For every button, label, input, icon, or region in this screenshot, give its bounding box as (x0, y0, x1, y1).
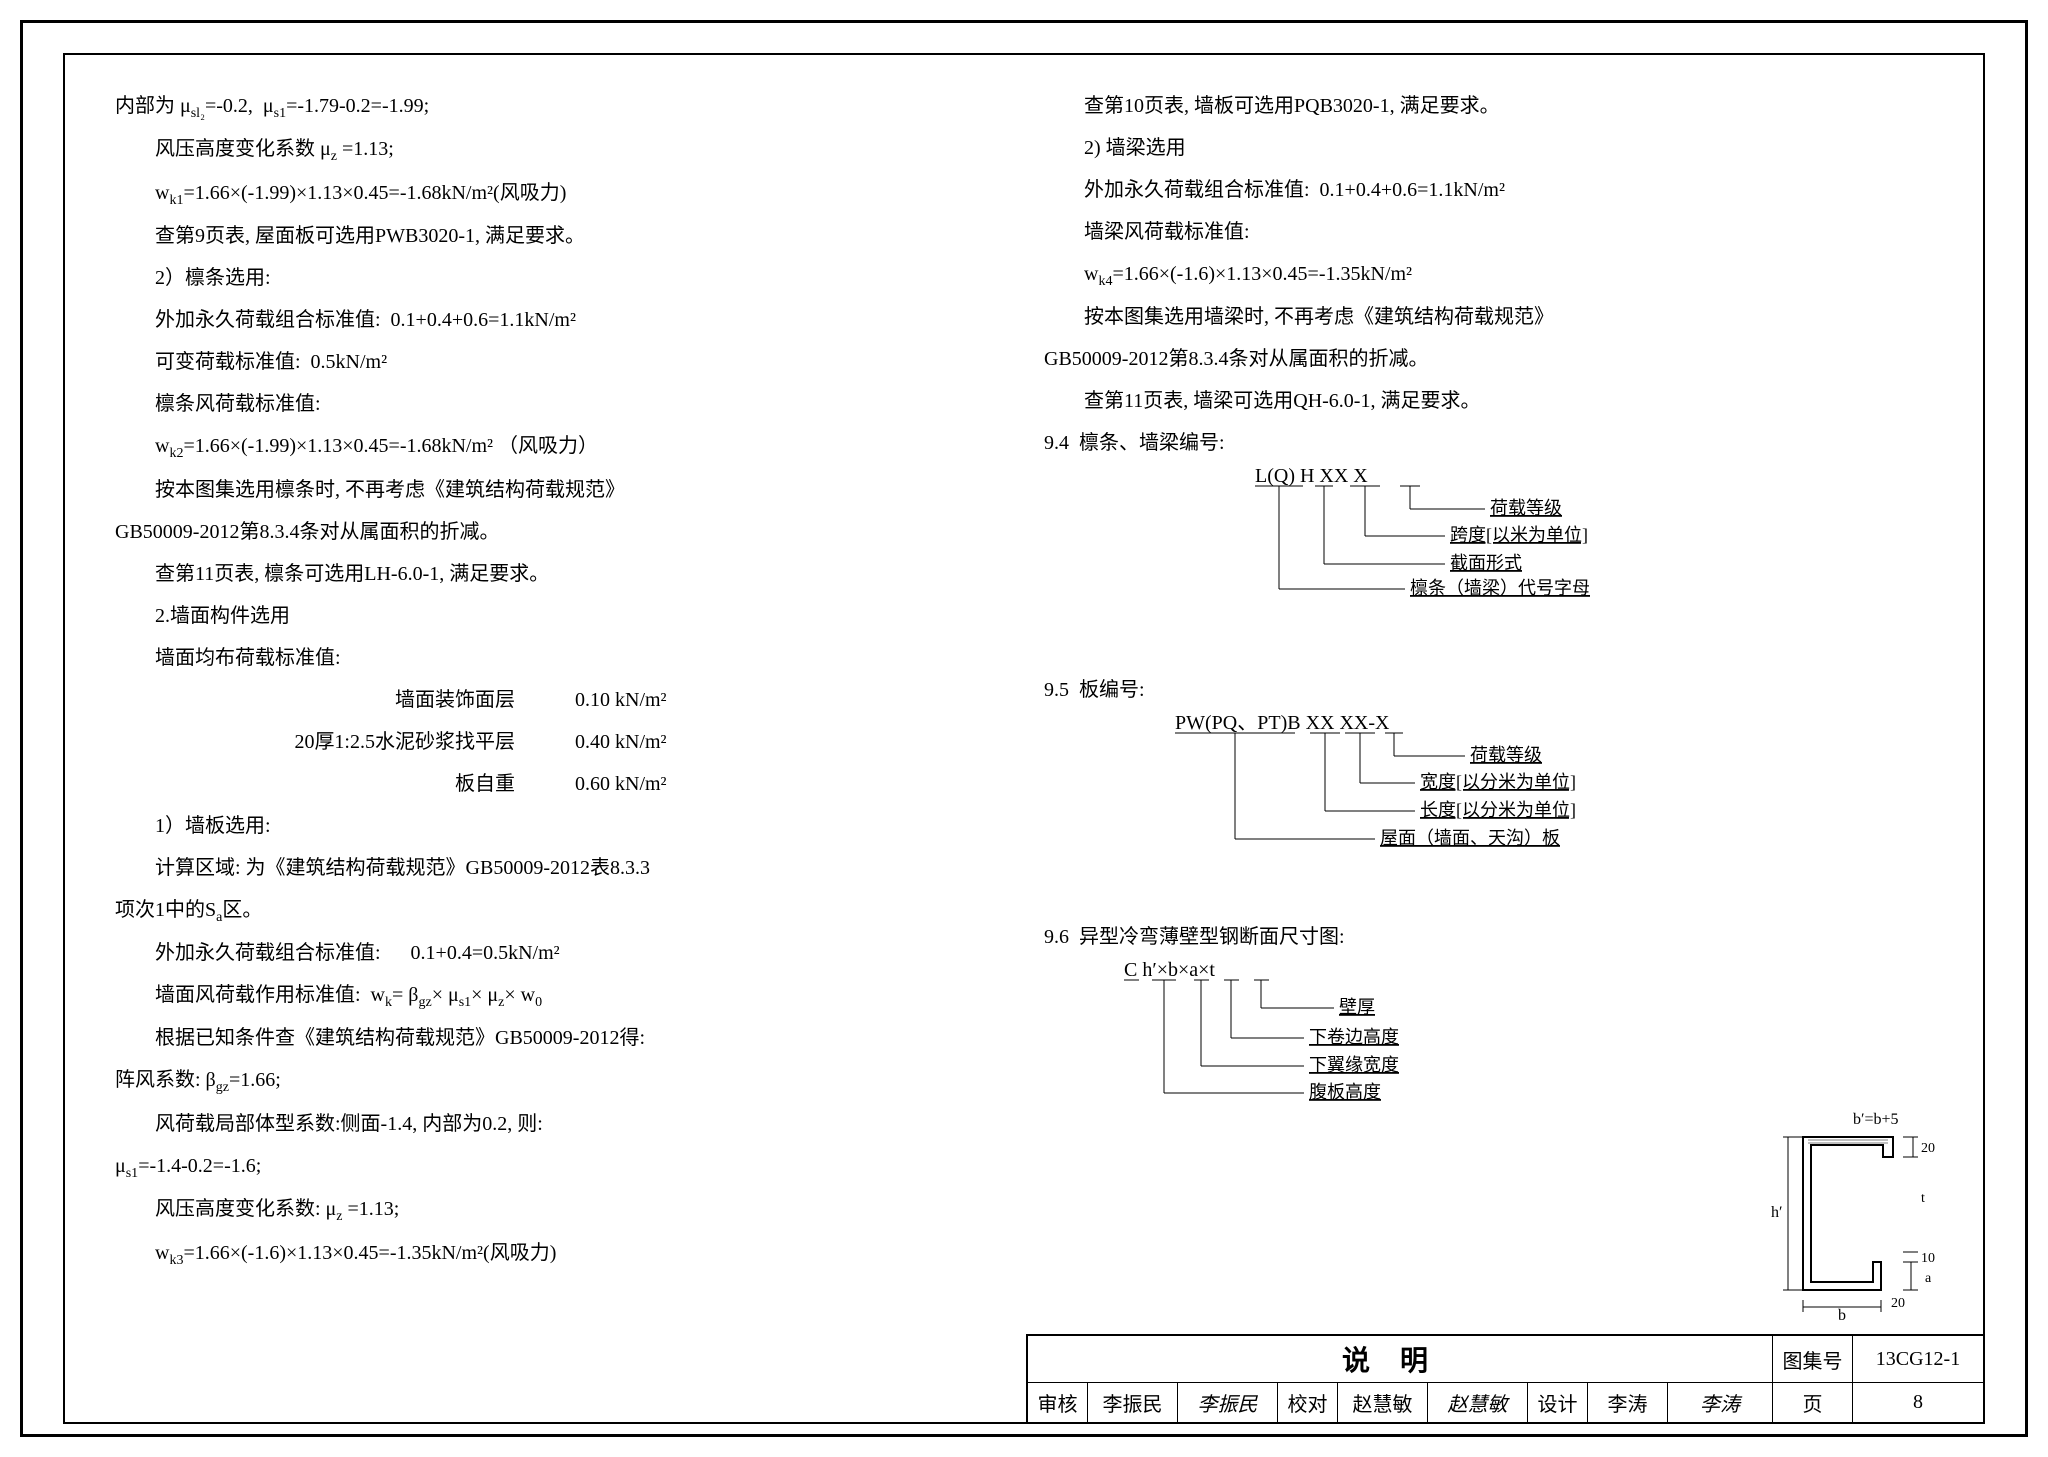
svg-text:壁厚: 壁厚 (1339, 997, 1375, 1017)
title-block: 说明 图集号 13CG12-1 审核 李振民 李振民 校对 赵慧敏 赵慧敏 设计… (1026, 1334, 1983, 1422)
svg-text:t: t (1921, 1191, 1925, 1206)
text-line: GB50009-2012第8.3.4条对从属面积的折减。 (1044, 338, 1933, 380)
text-line: 墙面均布荷载标准值: (115, 637, 1004, 679)
text-line: 按本图集选用墙梁时, 不再考虑《建筑结构荷载规范》 (1044, 296, 1933, 338)
cross-section-diagram: b′=b+5 20 t h′ 10 20 a b (1743, 1112, 1943, 1322)
text-line: 计算区域: 为《建筑结构荷载规范》GB50009-2012表8.3.3 (115, 847, 1004, 889)
columns: 内部为 μsl₂=-0.2, μs1=-1.79-0.2=-1.99; 风压高度… (95, 85, 1953, 1342)
check-label: 校对 (1278, 1383, 1338, 1422)
text-line: wk2=1.66×(-1.99)×1.13×0.45=-1.68kN/m² （风… (115, 425, 1004, 468)
section-9-4: 9.4 檩条、墙梁编号: L(Q) H XX X 荷载等级 跨度[以米为单位] … (1044, 422, 1933, 661)
svg-text:截面形式: 截面形式 (1450, 553, 1522, 573)
svg-text:荷载等级: 荷载等级 (1470, 745, 1542, 765)
svg-text:h′: h′ (1771, 1204, 1783, 1221)
diagram-label: 荷载等级 (1490, 498, 1562, 518)
numbering-diagram-94: L(Q) H XX X 荷载等级 跨度[以米为单位] 截面形式 檩条（墙梁）代号… (1255, 464, 1675, 604)
load-table-row: 墙面装饰面层0.10 kN/m² (115, 679, 1004, 721)
svg-text:b′=b+5: b′=b+5 (1853, 1112, 1899, 1128)
load-table-row: 20厚1:2.5水泥砂浆找平层0.40 kN/m² (115, 721, 1004, 763)
text-line: 外加永久荷载组合标准值: 0.1+0.4+0.6=1.1kN/m² (115, 299, 1004, 341)
svg-text:腹板高度: 腹板高度 (1309, 1082, 1381, 1102)
review-label: 审核 (1028, 1383, 1088, 1422)
text-line: 风压高度变化系数 μz =1.13; (115, 128, 1004, 171)
drawing-title: 说明 (1028, 1336, 1773, 1382)
svg-text:宽度[以分米为单位]: 宽度[以分米为单位] (1420, 772, 1576, 792)
svg-text:檩条（墙梁）代号字母: 檩条（墙梁）代号字母 (1410, 578, 1590, 598)
text-line: wk3=1.66×(-1.6)×1.13×0.45=-1.35kN/m²(风吸力… (115, 1232, 1004, 1275)
svg-text:下翼缘宽度: 下翼缘宽度 (1309, 1055, 1399, 1075)
check-signature: 赵慧敏 (1428, 1383, 1528, 1422)
text-line: 风压高度变化系数: μz =1.13; (115, 1188, 1004, 1231)
svg-text:PW(PQ、PT)B XX XX-X: PW(PQ、PT)B XX XX-X (1175, 712, 1390, 734)
page-number: 8 (1853, 1383, 1983, 1422)
svg-text:20: 20 (1921, 1141, 1935, 1156)
text-line: 按本图集选用檩条时, 不再考虑《建筑结构荷载规范》 (115, 469, 1004, 511)
svg-text:屋面（墙面、天沟）板: 屋面（墙面、天沟）板 (1380, 828, 1560, 848)
text-line: 2.墙面构件选用 (115, 595, 1004, 637)
text-line: 2) 墙梁选用 (1044, 127, 1933, 169)
check-name: 赵慧敏 (1338, 1383, 1428, 1422)
numbering-diagram-95: PW(PQ、PT)B XX XX-X 荷载等级 宽度[以分米为单位] 长度[以分… (1175, 711, 1675, 851)
left-column: 内部为 μsl₂=-0.2, μs1=-1.79-0.2=-1.99; 风压高度… (95, 85, 1024, 1342)
text-line: 可变荷载标准值: 0.5kN/m² (115, 341, 1004, 383)
svg-text:20: 20 (1891, 1296, 1905, 1311)
svg-text:下卷边高度: 下卷边高度 (1309, 1027, 1399, 1047)
text-line: 风荷载局部体型系数:侧面-1.4, 内部为0.2, 则: (115, 1103, 1004, 1145)
review-name: 李振民 (1088, 1383, 1178, 1422)
load-table-row: 板自重0.60 kN/m² (115, 763, 1004, 805)
atlas-value: 13CG12-1 (1853, 1336, 1983, 1382)
text-line: wk1=1.66×(-1.99)×1.13×0.45=-1.68kN/m²(风吸… (115, 172, 1004, 215)
text-line: 内部为 μsl₂=-0.2, μs1=-1.79-0.2=-1.99; (115, 85, 1004, 128)
numbering-diagram-96: C h′×b×a×t 壁厚 下卷边高度 下翼缘宽度 腹板高度 (1124, 958, 1544, 1108)
text-line: 外加永久荷载组合标准值: 0.1+0.4=0.5kN/m² (115, 932, 1004, 974)
svg-text:长度[以分米为单位]: 长度[以分米为单位] (1420, 800, 1576, 820)
text-line: GB50009-2012第8.3.4条对从属面积的折减。 (115, 511, 1004, 553)
design-signature: 李涛 (1668, 1383, 1773, 1422)
design-name: 李涛 (1588, 1383, 1668, 1422)
inner-frame: 内部为 μsl₂=-0.2, μs1=-1.79-0.2=-1.99; 风压高度… (63, 53, 1985, 1424)
atlas-label: 图集号 (1773, 1336, 1853, 1382)
svg-text:跨度[以米为单位]: 跨度[以米为单位] (1450, 525, 1588, 545)
review-signature: 李振民 (1178, 1383, 1278, 1422)
text-line: 1）墙板选用: (115, 805, 1004, 847)
svg-text:10: 10 (1921, 1251, 1935, 1266)
svg-text:a: a (1925, 1271, 1932, 1286)
right-column: 查第10页表, 墙板可选用PQB3020-1, 满足要求。 2) 墙梁选用 外加… (1024, 85, 1953, 1342)
page-frame: 内部为 μsl₂=-0.2, μs1=-1.79-0.2=-1.99; 风压高度… (20, 20, 2028, 1437)
text-line: 根据已知条件查《建筑结构荷载规范》GB50009-2012得: (115, 1017, 1004, 1059)
text-line: 查第11页表, 檩条可选用LH-6.0-1, 满足要求。 (115, 553, 1004, 595)
text-line: 查第10页表, 墙板可选用PQB3020-1, 满足要求。 (1044, 85, 1933, 127)
text-line: 墙梁风荷载标准值: (1044, 211, 1933, 253)
text-line: μs1=-1.4-0.2=-1.6; (115, 1145, 1004, 1188)
svg-text:L(Q) H XX X: L(Q) H XX X (1255, 465, 1368, 487)
section-9-6: 9.6 异型冷弯薄壁型钢断面尺寸图: (1044, 916, 1933, 958)
text-line: 阵风系数: βgz=1.66; (115, 1059, 1004, 1102)
page-label: 页 (1773, 1383, 1853, 1422)
text-line: 檩条风荷载标准值: (115, 383, 1004, 425)
text-line: 项次1中的Sa区。 (115, 889, 1004, 932)
text-line: 墙面风荷载作用标准值: wk= βgz× μs1× μz× w0 (115, 974, 1004, 1017)
text-line: 查第9页表, 屋面板可选用PWB3020-1, 满足要求。 (115, 215, 1004, 257)
svg-text:b: b (1838, 1307, 1846, 1322)
text-line: wk4=1.66×(-1.6)×1.13×0.45=-1.35kN/m² (1044, 253, 1933, 296)
section-9-5: 9.5 板编号: PW(PQ、PT)B XX XX-X 荷载等级 宽度[以分米为… (1044, 669, 1933, 908)
svg-text:C h′×b×a×t: C h′×b×a×t (1124, 959, 1215, 981)
text-line: 查第11页表, 墙梁可选用QH-6.0-1, 满足要求。 (1044, 380, 1933, 422)
text-line: 外加永久荷载组合标准值: 0.1+0.4+0.6=1.1kN/m² (1044, 169, 1933, 211)
text-line: 2）檩条选用: (115, 257, 1004, 299)
design-label: 设计 (1528, 1383, 1588, 1422)
